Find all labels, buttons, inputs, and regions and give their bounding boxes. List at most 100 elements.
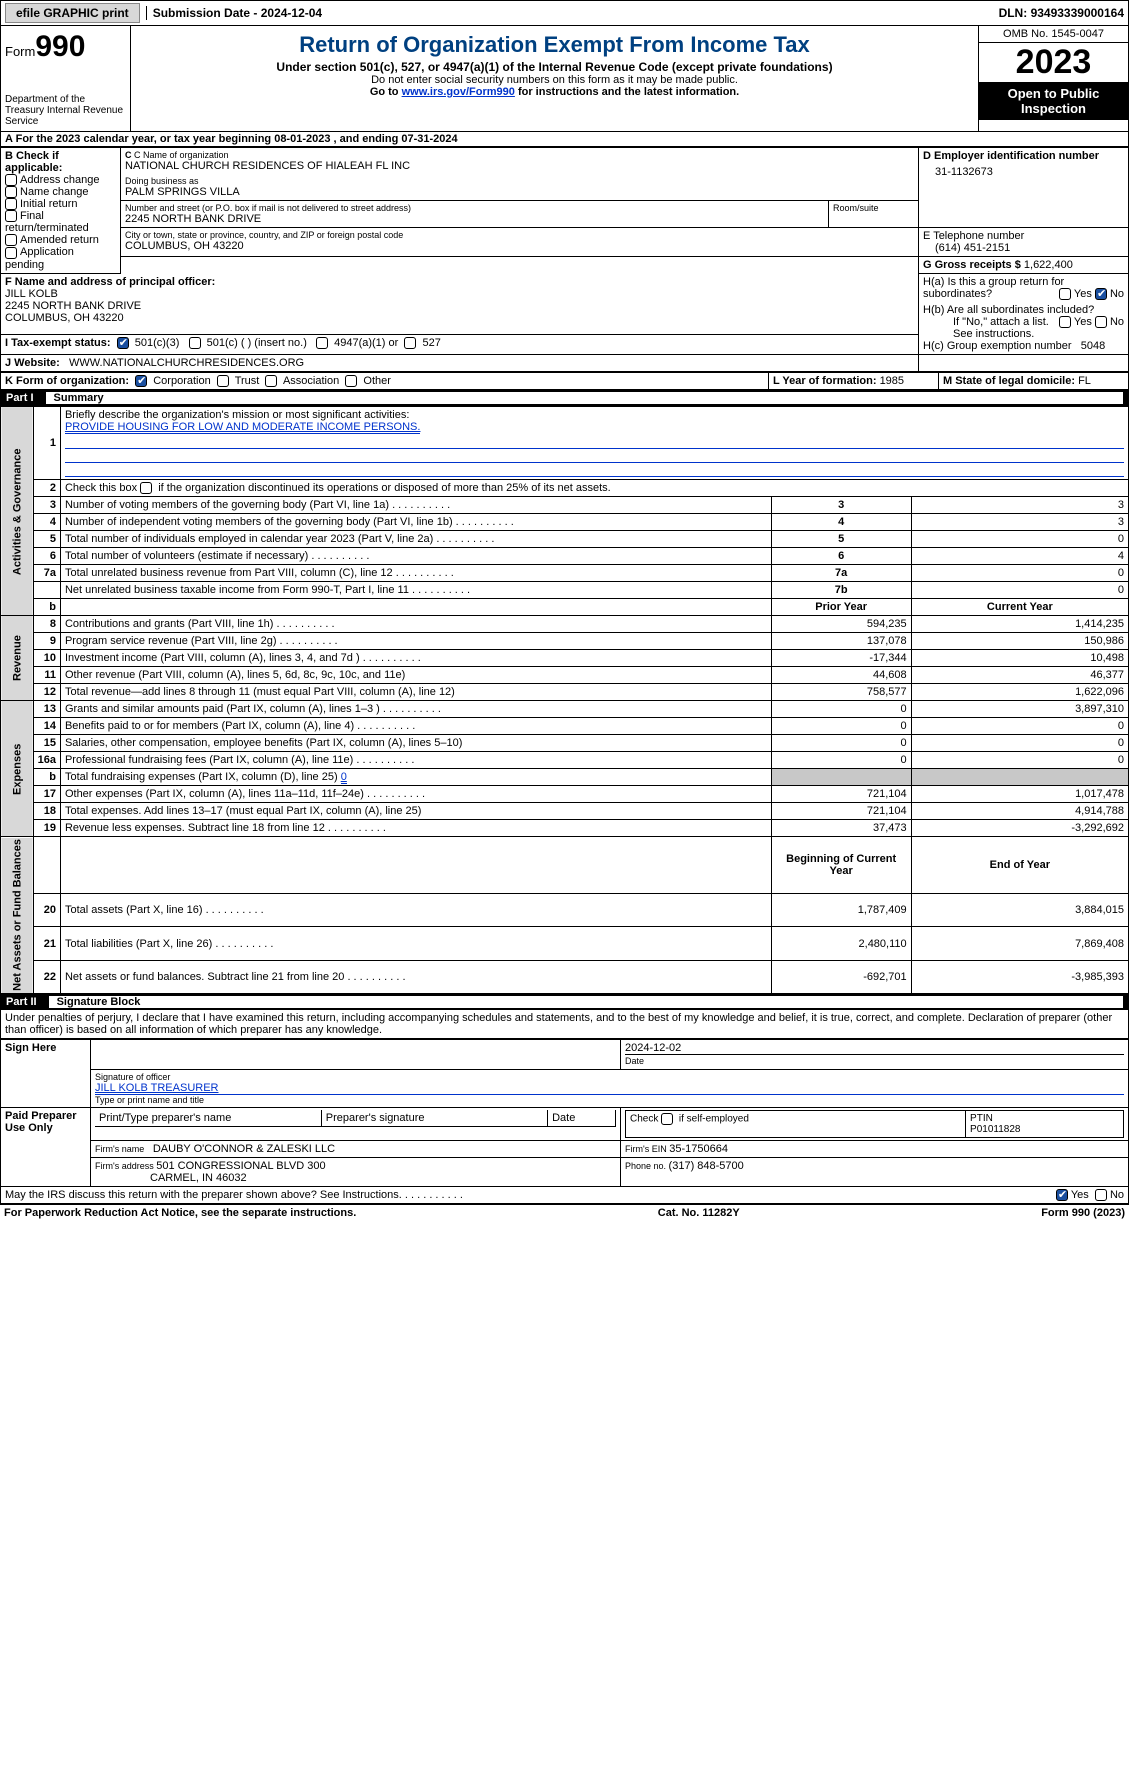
ha-yes[interactable] <box>1059 288 1071 300</box>
page-footer: For Paperwork Reduction Act Notice, see … <box>0 1204 1129 1221</box>
form-title: Return of Organization Exempt From Incom… <box>139 32 970 58</box>
firm-phone: (317) 848-5700 <box>669 1160 744 1172</box>
prep-date-label: Date <box>548 1110 616 1127</box>
ptin-cell: PTINP01011828 <box>966 1111 1124 1138</box>
val5: 0 <box>911 531 1128 548</box>
check-initial-return[interactable] <box>5 198 17 210</box>
website-label: J Website: <box>5 357 60 369</box>
check-address-change[interactable] <box>5 174 17 186</box>
prep-sig-label: Preparer's signature <box>321 1110 547 1127</box>
line-a-tax-year: A For the 2023 calendar year, or tax yea… <box>0 132 1129 147</box>
line7b: Net unrelated business taxable income fr… <box>60 582 771 599</box>
firm-addr-label: Firm's address <box>95 1161 156 1171</box>
val4: 3 <box>911 514 1128 531</box>
line15: Salaries, other compensation, employee b… <box>60 735 771 752</box>
check-final-return[interactable] <box>5 210 17 222</box>
label-revenue: Revenue <box>1 616 34 701</box>
col-b-header: B Check if applicable: <box>5 150 116 174</box>
topbar: efile GRAPHIC print Submission Date - 20… <box>0 0 1129 26</box>
part-i-bar: Part ISummary <box>0 390 1129 406</box>
check-corp[interactable] <box>135 375 147 387</box>
label-governance: Activities & Governance <box>1 407 34 616</box>
check-527[interactable] <box>404 337 416 349</box>
subtitle-section: Under section 501(c), 527, or 4947(a)(1)… <box>139 60 970 74</box>
discuss-yes[interactable] <box>1056 1189 1068 1201</box>
h-c: H(c) Group exemption number 5048 <box>923 340 1124 352</box>
ha-no[interactable] <box>1095 288 1107 300</box>
footer-left: For Paperwork Reduction Act Notice, see … <box>4 1207 356 1219</box>
line4: Number of independent voting members of … <box>60 514 771 531</box>
ein-label: D Employer identification number <box>923 150 1124 162</box>
hb-no[interactable] <box>1095 316 1107 328</box>
footer-catno: Cat. No. 11282Y <box>658 1207 740 1219</box>
officer-name: JILL KOLB <box>5 288 914 300</box>
line17: Other expenses (Part IX, column (A), lin… <box>60 786 771 803</box>
efile-print-button[interactable]: efile GRAPHIC print <box>5 3 140 23</box>
year-formation: 1985 <box>880 375 904 387</box>
val3: 3 <box>911 497 1128 514</box>
check-self-employed[interactable] <box>661 1113 673 1125</box>
entity-block: B Check if applicable: Address change Na… <box>0 147 1129 372</box>
dba-label: Doing business as <box>125 176 914 186</box>
firm-phone-label: Phone no. <box>625 1161 669 1171</box>
h-a: H(a) Is this a group return for subordin… <box>923 276 1124 300</box>
val7b: 0 <box>911 582 1128 599</box>
check-line2[interactable] <box>140 482 152 494</box>
subtitle-ssn: Do not enter social security numbers on … <box>139 74 970 86</box>
line21: Total liabilities (Part X, line 26) <box>60 927 771 960</box>
form-number: 990 <box>35 30 85 63</box>
line20: Total assets (Part X, line 16) <box>60 894 771 927</box>
phone-label: E Telephone number <box>923 230 1124 242</box>
check-501c[interactable] <box>189 337 201 349</box>
type-print-label: Type or print name and title <box>95 1095 1124 1105</box>
gross-receipts-label: G Gross receipts $ <box>923 259 1024 271</box>
subtitle-goto: Go to www.irs.gov/Form990 for instructio… <box>139 86 970 98</box>
officer-addr2: COLUMBUS, OH 43220 <box>5 312 914 324</box>
phone: (614) 451-2151 <box>923 242 1124 254</box>
city-label: City or town, state or province, country… <box>125 230 914 240</box>
firm-ein-label: Firm's EIN <box>625 1144 669 1154</box>
signature-block: Sign Here 2024-12-02Date Signature of of… <box>0 1039 1129 1187</box>
check-4947[interactable] <box>316 337 328 349</box>
line16b: Total fundraising expenses (Part IX, col… <box>60 769 771 786</box>
form-word: Form <box>5 44 35 59</box>
firm-ein: 35-1750664 <box>669 1143 728 1155</box>
room-label: Room/suite <box>833 203 914 213</box>
org-name-label: C C Name of organization <box>125 150 914 160</box>
city: COLUMBUS, OH 43220 <box>125 240 914 252</box>
footer-right: Form 990 (2023) <box>1041 1207 1125 1219</box>
hb-yes[interactable] <box>1059 316 1071 328</box>
firm-name-label: Firm's name <box>95 1144 147 1154</box>
discuss-row: May the IRS discuss this return with the… <box>0 1187 1129 1204</box>
check-name-change[interactable] <box>5 186 17 198</box>
check-other[interactable] <box>345 375 357 387</box>
street: 2245 NORTH BANK DRIVE <box>125 213 824 225</box>
discuss-no[interactable] <box>1095 1189 1107 1201</box>
state-domicile-label: M State of legal domicile: <box>943 375 1078 387</box>
check-501c3[interactable] <box>117 337 129 349</box>
line13: Grants and similar amounts paid (Part IX… <box>60 701 771 718</box>
line3: Number of voting members of the governin… <box>60 497 771 514</box>
part-ii-bar: Part IISignature Block <box>0 994 1129 1010</box>
check-app-pending[interactable] <box>5 247 17 259</box>
line11: Other revenue (Part VIII, column (A), li… <box>60 667 771 684</box>
officer-addr1: 2245 NORTH BANK DRIVE <box>5 300 914 312</box>
check-amended[interactable] <box>5 234 17 246</box>
check-assoc[interactable] <box>265 375 277 387</box>
line1-label: Briefly describe the organization's miss… <box>65 409 409 421</box>
state-domicile: FL <box>1078 375 1091 387</box>
line9: Program service revenue (Part VIII, line… <box>60 633 771 650</box>
firm-addr2: CARMEL, IN 46032 <box>150 1172 247 1184</box>
line6: Total number of volunteers (estimate if … <box>60 548 771 565</box>
line2: Check this box if the organization disco… <box>60 480 1128 497</box>
irs-link[interactable]: www.irs.gov/Form990 <box>402 86 515 98</box>
tax-exempt-label: I Tax-exempt status: <box>5 337 111 349</box>
check-trust[interactable] <box>217 375 229 387</box>
mission-text: PROVIDE HOUSING FOR LOW AND MODERATE INC… <box>65 421 421 434</box>
begin-year-hdr: Beginning of Current Year <box>771 837 911 894</box>
sig-date: 2024-12-02Date <box>621 1040 1129 1070</box>
gross-receipts: 1,622,400 <box>1024 259 1073 271</box>
dln: DLN: 93493339000164 <box>999 6 1124 20</box>
line10: Investment income (Part VIII, column (A)… <box>60 650 771 667</box>
ein: 31-1132673 <box>923 162 1124 178</box>
